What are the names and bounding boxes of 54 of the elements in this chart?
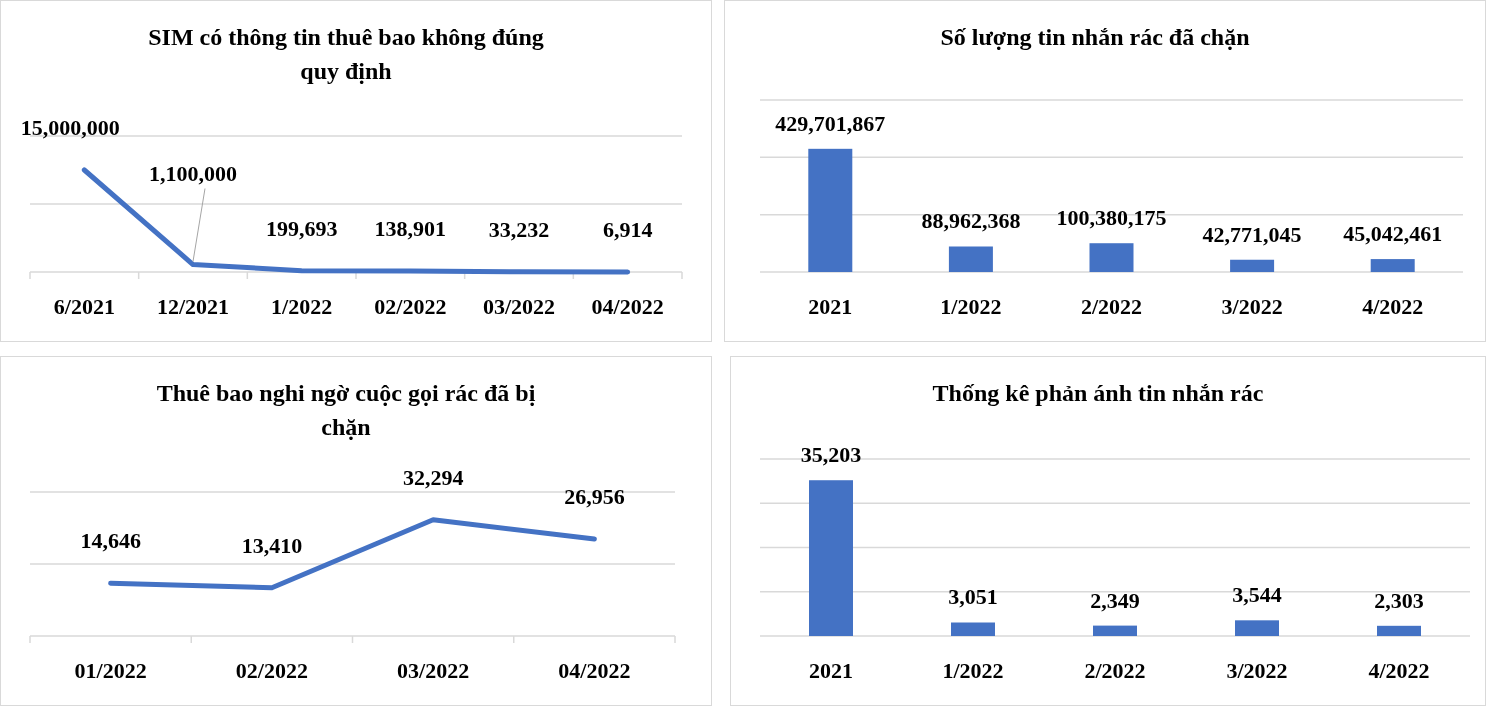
x-tick-label: 6/2021 [53,294,115,319]
x-tick-label: 03/2022 [482,294,556,319]
data-label: 15,000,000 [20,115,120,140]
data-label: 2,349 [1090,587,1140,613]
chart-title: Thuê bao nghi ngờ cuộc gọi rác đã bị chặn [156,380,536,440]
data-label: 32,294 [402,464,464,490]
data-label: 100,380,175 [1056,205,1167,231]
bar [808,148,853,272]
bar [1089,243,1134,272]
x-tick-label: 04/2022 [558,658,631,683]
bar [951,622,995,636]
x-tick-label: 2/2022 [1080,294,1143,319]
x-tick-label: 3/2022 [1221,294,1283,319]
data-label: 199,693 [265,215,338,241]
x-tick-label: 03/2022 [397,658,470,683]
data-label: 2,303 [1374,587,1424,613]
bar [1235,620,1279,636]
x-tick-label: 04/2022 [591,294,664,319]
bar [1093,625,1137,636]
x-tick-label: 3/2022 [1226,658,1288,683]
data-label: 35,203 [800,442,862,468]
chart-title: Số lượng tin nhắn rác đã chặn [940,24,1250,50]
x-tick-label: 12/2021 [156,294,230,319]
x-tick-label: 02/2022 [235,658,308,683]
data-label: 429,701,867 [775,110,886,136]
data-label: 1,100,000 [149,160,237,186]
x-tick-label: 1/2022 [940,294,1002,319]
bar [1377,625,1421,636]
data-label: 13,410 [241,532,303,558]
data-label: 3,544 [1232,582,1282,608]
x-tick-label: 2021 [808,294,853,319]
x-tick-label: 4/2022 [1362,294,1424,319]
x-tick-label: 01/2022 [74,658,147,683]
chart-title: SIM có thông tin thuê bao không đúng quy định [148,24,544,84]
data-label: 14,646 [80,528,141,554]
data-label: 42,771,045 [1202,221,1302,247]
bar [1230,259,1275,272]
bar [948,246,993,272]
data-label: 88,962,368 [921,208,1021,234]
x-tick-label: 1/2022 [942,658,1004,683]
x-tick-label: 1/2022 [271,294,333,319]
chart-title: Thống kê phản ánh tin nhắn rác [932,380,1264,406]
bar [1370,259,1415,272]
data-label: 6,914 [602,216,653,242]
data-label: 138,901 [374,216,447,242]
bar [809,480,853,636]
x-tick-label: 4/2022 [1368,658,1430,683]
x-tick-label: 2021 [809,658,853,683]
x-tick-label: 2/2022 [1084,658,1146,683]
data-label: 45,042,461 [1343,221,1443,247]
data-label: 3,051 [948,584,998,610]
data-label: 26,956 [564,483,625,509]
x-tick-label: 02/2022 [374,294,447,319]
data-label: 33,232 [488,216,550,242]
